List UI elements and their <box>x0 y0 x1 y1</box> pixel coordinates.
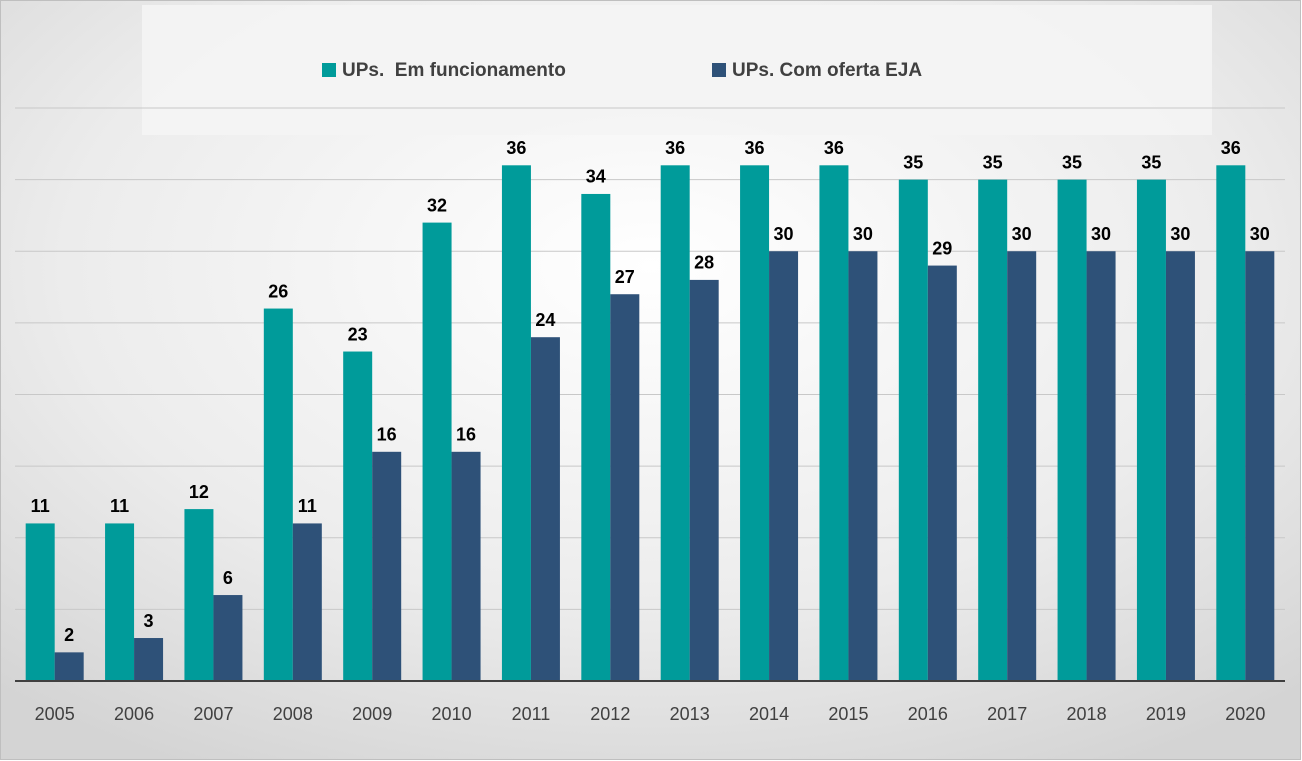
value-label: 29 <box>932 238 952 258</box>
value-label: 36 <box>824 138 844 158</box>
bar <box>213 595 243 681</box>
bar <box>978 179 1008 681</box>
x-tick-label: 2018 <box>1067 704 1107 724</box>
x-tick-label: 2016 <box>908 704 948 724</box>
value-label: 30 <box>853 224 873 244</box>
bar <box>581 193 611 681</box>
bar <box>660 165 690 682</box>
value-label: 3 <box>144 611 154 631</box>
bar <box>501 165 531 682</box>
bar <box>1216 165 1246 682</box>
bar <box>769 251 799 681</box>
value-label: 16 <box>377 425 397 445</box>
bar <box>372 451 402 681</box>
bar <box>343 351 373 681</box>
value-label: 36 <box>745 138 765 158</box>
bar <box>25 523 55 681</box>
bar <box>819 165 849 682</box>
value-label: 36 <box>506 138 526 158</box>
x-tick-label: 2006 <box>114 704 154 724</box>
bar <box>898 179 928 681</box>
value-label: 11 <box>298 496 317 516</box>
bar <box>422 222 452 681</box>
bar <box>1007 251 1037 681</box>
bar <box>530 337 560 681</box>
x-tick-label: 2005 <box>35 704 75 724</box>
bar <box>292 523 322 681</box>
bar <box>1057 179 1087 681</box>
bar <box>1165 251 1195 681</box>
x-tick-label: 2007 <box>193 704 233 724</box>
bar <box>848 251 878 681</box>
value-label: 30 <box>774 224 794 244</box>
x-tick-label: 2012 <box>590 704 630 724</box>
bar <box>451 451 481 681</box>
value-label: 27 <box>615 267 635 287</box>
value-label: 35 <box>1141 152 1161 172</box>
x-tick-label: 2009 <box>352 704 392 724</box>
x-tick-label: 2010 <box>432 704 472 724</box>
value-label: 32 <box>427 195 447 215</box>
bar <box>740 165 770 682</box>
value-label: 35 <box>903 152 923 172</box>
bar <box>1245 251 1275 681</box>
value-label: 30 <box>1012 224 1032 244</box>
x-tick-label: 2014 <box>749 704 789 724</box>
x-tick-label: 2013 <box>670 704 710 724</box>
bar <box>263 308 293 681</box>
legend-label: UPs. Em funcionamento <box>342 60 566 81</box>
x-tick-label: 2019 <box>1146 704 1186 724</box>
bar <box>1136 179 1166 681</box>
legend-label: UPs. Com oferta EJA <box>732 60 922 81</box>
value-label: 35 <box>1062 152 1082 172</box>
value-label: 35 <box>983 152 1003 172</box>
bar <box>54 652 84 681</box>
bar <box>134 638 164 681</box>
x-tick-label: 2011 <box>512 704 551 724</box>
x-tick-label: 2015 <box>828 704 868 724</box>
value-label: 30 <box>1250 224 1270 244</box>
x-tick-label: 2017 <box>987 704 1027 724</box>
value-label: 28 <box>694 253 714 273</box>
bar <box>1086 251 1116 681</box>
bar <box>105 523 135 681</box>
value-label: 23 <box>348 324 368 344</box>
value-label: 30 <box>1170 224 1190 244</box>
legend-box <box>142 5 1212 135</box>
legend-swatch <box>322 63 336 77</box>
bar <box>689 279 719 681</box>
bar <box>610 294 640 681</box>
bar <box>184 509 214 681</box>
value-label: 11 <box>110 496 129 516</box>
value-label: 24 <box>535 310 555 330</box>
value-label: 2 <box>64 625 74 645</box>
value-label: 36 <box>1221 138 1241 158</box>
value-label: 36 <box>665 138 685 158</box>
bar <box>927 265 957 681</box>
x-tick-label: 2008 <box>273 704 313 724</box>
value-label: 34 <box>586 167 606 187</box>
value-label: 26 <box>268 281 288 301</box>
value-label: 12 <box>189 482 209 502</box>
value-label: 11 <box>31 496 50 516</box>
value-label: 30 <box>1091 224 1111 244</box>
legend-swatch <box>712 63 726 77</box>
x-tick-label: 2020 <box>1225 704 1265 724</box>
value-label: 6 <box>223 568 233 588</box>
value-label: 16 <box>456 425 476 445</box>
